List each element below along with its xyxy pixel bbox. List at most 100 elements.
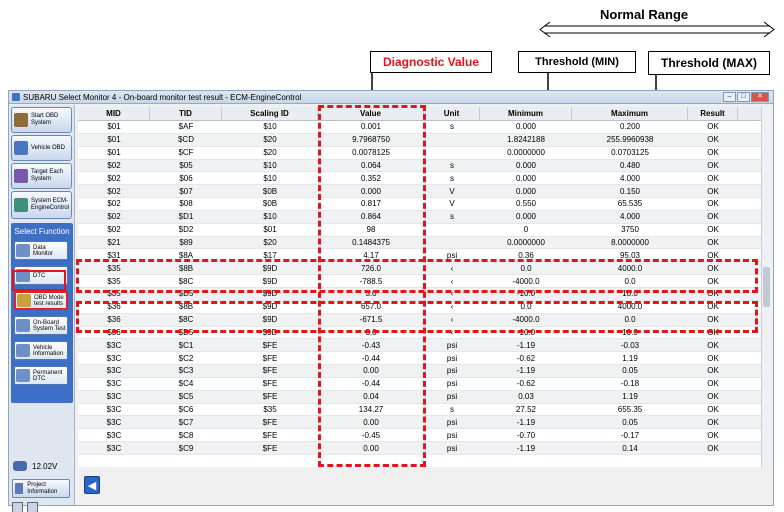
table-row[interactable]: $35 $8C $9D -788.5 ‹ -4000.0 0.0 OK [78, 275, 761, 288]
sidebar-item-target-each-system[interactable]: Target Each System [11, 163, 72, 189]
select-function-title: Select Function [14, 227, 70, 236]
function-dtc[interactable]: DTC [14, 266, 68, 285]
cell-value: -671.5 [359, 315, 383, 325]
header-unit[interactable]: Unit [424, 107, 480, 120]
cell-result: OK [707, 379, 719, 389]
table-row[interactable]: $3C $C3 $FE 0.00 psi -1.19 0.05 OK [78, 365, 761, 378]
cell-scaling-id: $01 [263, 225, 277, 235]
table-row[interactable]: $36 $D5 $9D 3.0 ‹ -10.0 10.0 OK [78, 327, 761, 340]
table-scrollbar[interactable] [761, 107, 770, 467]
sidebar-item-vehicle-obd[interactable]: Vehicle OBD [11, 135, 72, 161]
cell-maximum: 1.19 [622, 353, 638, 363]
cell-tid: $89 [179, 238, 193, 248]
cell-minimum: 0.000 [515, 122, 537, 132]
table-row[interactable]: $01 $CD $20 9.7968750 1.8242188 255.9960938 OK [78, 133, 761, 147]
back-button[interactable]: ◀ [84, 476, 100, 494]
function-on-board-system-test[interactable]: On-Board System Test [14, 316, 68, 335]
cell-minimum: -10.0 [516, 289, 536, 299]
table-body: $01 $AF $10 0.001 s 0.000 0.200 OK $01 $CD $20 9.79… [78, 121, 761, 455]
cell-scaling-id: $9D [262, 327, 278, 337]
header-value[interactable]: Value [318, 107, 424, 120]
normal-range-label: Normal Range [600, 7, 689, 22]
table-row[interactable]: $35 $8B $9D 726.0 ‹ 0.0 4000.0 OK [78, 262, 761, 276]
cell-value: 134.27 [358, 404, 384, 414]
maximize-icon[interactable]: □ [737, 92, 750, 102]
minimize-icon[interactable]: – [723, 92, 736, 102]
table-row[interactable]: $35 $D5 $9D 3.0 ‹ -10.0 10.0 OK [78, 287, 761, 301]
header-result[interactable]: Result [688, 107, 738, 120]
cell-value: -0.44 [361, 353, 381, 363]
cell-maximum: -0.18 [620, 379, 640, 389]
table-row[interactable]: $02 $D2 $01 98 0 3750 OK [78, 224, 761, 237]
cell-result: OK [707, 148, 719, 158]
table-row[interactable]: $36 $8C $9D -671.5 ‹ -4000.0 0.0 OK [78, 313, 761, 327]
cell-value: 3.0 [365, 289, 377, 299]
table-row[interactable]: $3C $C2 $FE -0.44 psi -0.62 1.19 OK [78, 352, 761, 366]
voltage-value: 12.02V [32, 461, 58, 471]
table-row[interactable]: $01 $CF $20 0.0078125 0.0000000 0.0703125 OK [78, 147, 761, 160]
save-icon[interactable] [27, 502, 38, 512]
cell-maximum: 0.150 [619, 186, 641, 196]
cell-minimum: 0.550 [515, 199, 537, 209]
cell-minimum: -1.19 [516, 366, 536, 376]
header-scaling-id[interactable]: Scaling ID [222, 107, 318, 120]
cell-scaling-id: $35 [263, 404, 277, 414]
close-icon[interactable]: ✕ [751, 92, 769, 102]
project-information-button[interactable]: Project Information [12, 479, 70, 498]
house-icon [14, 113, 28, 127]
app-icon [12, 93, 20, 101]
cell-scaling-id: $10 [263, 122, 277, 132]
table-row[interactable]: $31 $8A $17 4.17 psi 0.36 95.03 OK [78, 249, 761, 263]
sidebar-item-start-obd[interactable]: Start OBD System [11, 107, 72, 133]
function-data-monitor[interactable]: Data Monitor [14, 241, 68, 260]
cell-maximum: 4.000 [619, 173, 641, 183]
cell-result: OK [707, 443, 719, 453]
cell-value: -0.44 [361, 379, 381, 389]
table-row[interactable]: $3C $C7 $FE 0.00 psi -1.19 0.05 OK [78, 416, 761, 430]
table-row[interactable]: $02 $D1 $10 0.864 s 0.000 4.000 OK [78, 210, 761, 224]
table-row[interactable]: $02 $05 $10 0.064 s 0.000 0.480 OK [78, 159, 761, 173]
table-row[interactable]: $36 $8B $9D 657.0 ‹ 0.0 4000.0 OK [78, 301, 761, 314]
function-permanent-dtc[interactable]: Permanent DTC [14, 366, 68, 385]
header-tid[interactable]: TID [150, 107, 222, 120]
cell-unit: s [450, 160, 454, 170]
sidebar-item-system-ecm[interactable]: System ECM-EngineControl [11, 191, 72, 219]
cell-mid: $01 [107, 122, 121, 132]
cell-unit: psi [446, 250, 458, 260]
table-row[interactable]: $21 $89 $20 0.1484375 0.0000000 8.0000000 OK [78, 236, 761, 250]
table-row[interactable]: $3C $C4 $FE -0.44 psi -0.62 -0.18 OK [78, 378, 761, 391]
cell-scaling-id: $9D [262, 289, 278, 299]
table-row[interactable]: $3C $C5 $FE 0.04 psi 0.03 1.19 OK [78, 390, 761, 404]
grid-icon[interactable] [12, 502, 23, 512]
function-vehicle-information[interactable]: Vehicle Information [14, 341, 68, 360]
table-row[interactable]: $02 $08 $0B 0.817 V 0.550 65.535 OK [78, 198, 761, 211]
table-row[interactable]: $3C $C9 $FE 0.00 psi -1.19 0.14 OK [78, 442, 761, 455]
cell-minimum: 27.52 [515, 404, 537, 414]
cell-maximum: 0.05 [622, 417, 638, 427]
battery-icon [13, 461, 27, 471]
cell-unit: psi [446, 443, 458, 453]
cell-minimum: 0.36 [518, 250, 534, 260]
table-row[interactable]: $3C $C1 $FE -0.43 psi -1.19 -0.03 OK [78, 339, 761, 353]
window-title: SUBARU Select Monitor 4 - On-board monit… [23, 92, 302, 102]
header-maximum[interactable]: Maximum [572, 107, 688, 120]
function-obd-mode-test-results[interactable]: OBD Mode test results [14, 291, 68, 310]
title-bar: SUBARU Select Monitor 4 - On-board monit… [9, 91, 773, 104]
cell-unit: ‹ [450, 276, 454, 286]
function-label: Vehicle Information [33, 344, 64, 357]
cell-minimum: -0.62 [516, 353, 536, 363]
cell-tid: $D5 [178, 289, 194, 299]
scrollbar-thumb[interactable] [763, 267, 770, 307]
cell-scaling-id: $FE [262, 353, 278, 363]
cell-value: 9.7968750 [352, 135, 390, 145]
cell-mid: $3C [106, 353, 122, 363]
table-row[interactable]: $3C $C6 $35 134.27 s 27.52 655.35 OK [78, 404, 761, 417]
cell-scaling-id: $10 [263, 212, 277, 222]
table-row[interactable]: $02 $06 $10 0.352 s 0.000 4.000 OK [78, 172, 761, 186]
header-mid[interactable]: MID [78, 107, 150, 120]
table-row[interactable]: $01 $AF $10 0.001 s 0.000 0.200 OK [78, 121, 761, 134]
header-minimum[interactable]: Minimum [480, 107, 572, 120]
table-row[interactable]: $02 $07 $0B 0.000 V 0.000 0.150 OK [78, 185, 761, 199]
cell-mid: $01 [107, 135, 121, 145]
table-row[interactable]: $3C $C8 $FE -0.45 psi -0.70 -0.17 OK [78, 429, 761, 443]
